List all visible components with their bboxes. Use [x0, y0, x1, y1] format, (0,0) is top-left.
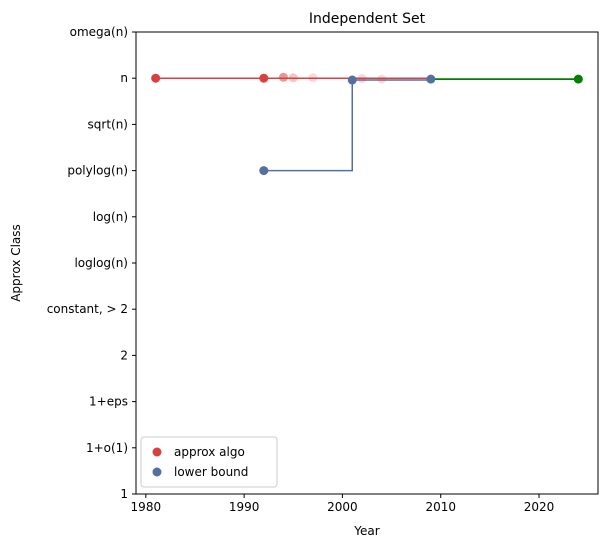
- x-tick-label: 1980: [131, 500, 162, 514]
- data-point-0-4: [308, 73, 318, 83]
- legend-label: approx algo: [174, 445, 245, 459]
- data-point-4-0: [573, 74, 583, 84]
- data-point-0-1: [259, 73, 269, 83]
- data-point-0-3: [288, 73, 298, 83]
- y-tick-label: loglog(n): [74, 256, 128, 270]
- y-tick-label: sqrt(n): [88, 117, 128, 131]
- y-tick-label: 1+o(1): [86, 441, 128, 455]
- legend-box: [140, 436, 278, 488]
- data-point-0-6: [377, 74, 387, 84]
- x-tick-label: 2020: [524, 500, 555, 514]
- axes: 1980 1990 2000 2010 2020 1 1+o(1) 1+eps 2 constan…: [47, 25, 599, 514]
- plot-area: [151, 72, 583, 176]
- data-point-1-0: [259, 166, 269, 176]
- y-tick-label: 1: [120, 487, 128, 501]
- data-point-1-1: [347, 75, 357, 85]
- x-axis-label: Year: [353, 524, 379, 538]
- legend-label: lower bound: [174, 465, 248, 479]
- legend: approx algo lower bound: [140, 436, 278, 488]
- data-point-1-2: [426, 74, 436, 84]
- y-tick-label: n: [120, 71, 128, 85]
- chart-title: Independent Set: [309, 11, 426, 27]
- y-tick-label: 2: [120, 348, 128, 362]
- data-point-0-5: [357, 74, 367, 84]
- data-point-0-2: [278, 72, 288, 82]
- y-tick-label: omega(n): [70, 25, 128, 39]
- plot-frame: [135, 31, 599, 495]
- data-point-0-0: [151, 73, 161, 83]
- legend-marker: [152, 467, 162, 477]
- y-tick-label: 1+eps: [89, 395, 128, 409]
- series-line-3: [263, 79, 431, 172]
- y-axis-label: Approx Class: [9, 224, 23, 302]
- x-tick-label: 2010: [425, 500, 456, 514]
- y-tick-label: log(n): [93, 210, 128, 224]
- x-tick-label: 1990: [229, 500, 260, 514]
- y-tick-label: polylog(n): [67, 164, 128, 178]
- legend-marker: [152, 447, 162, 457]
- y-tick-label: constant, > 2: [47, 302, 128, 316]
- x-tick-label: 2000: [327, 500, 358, 514]
